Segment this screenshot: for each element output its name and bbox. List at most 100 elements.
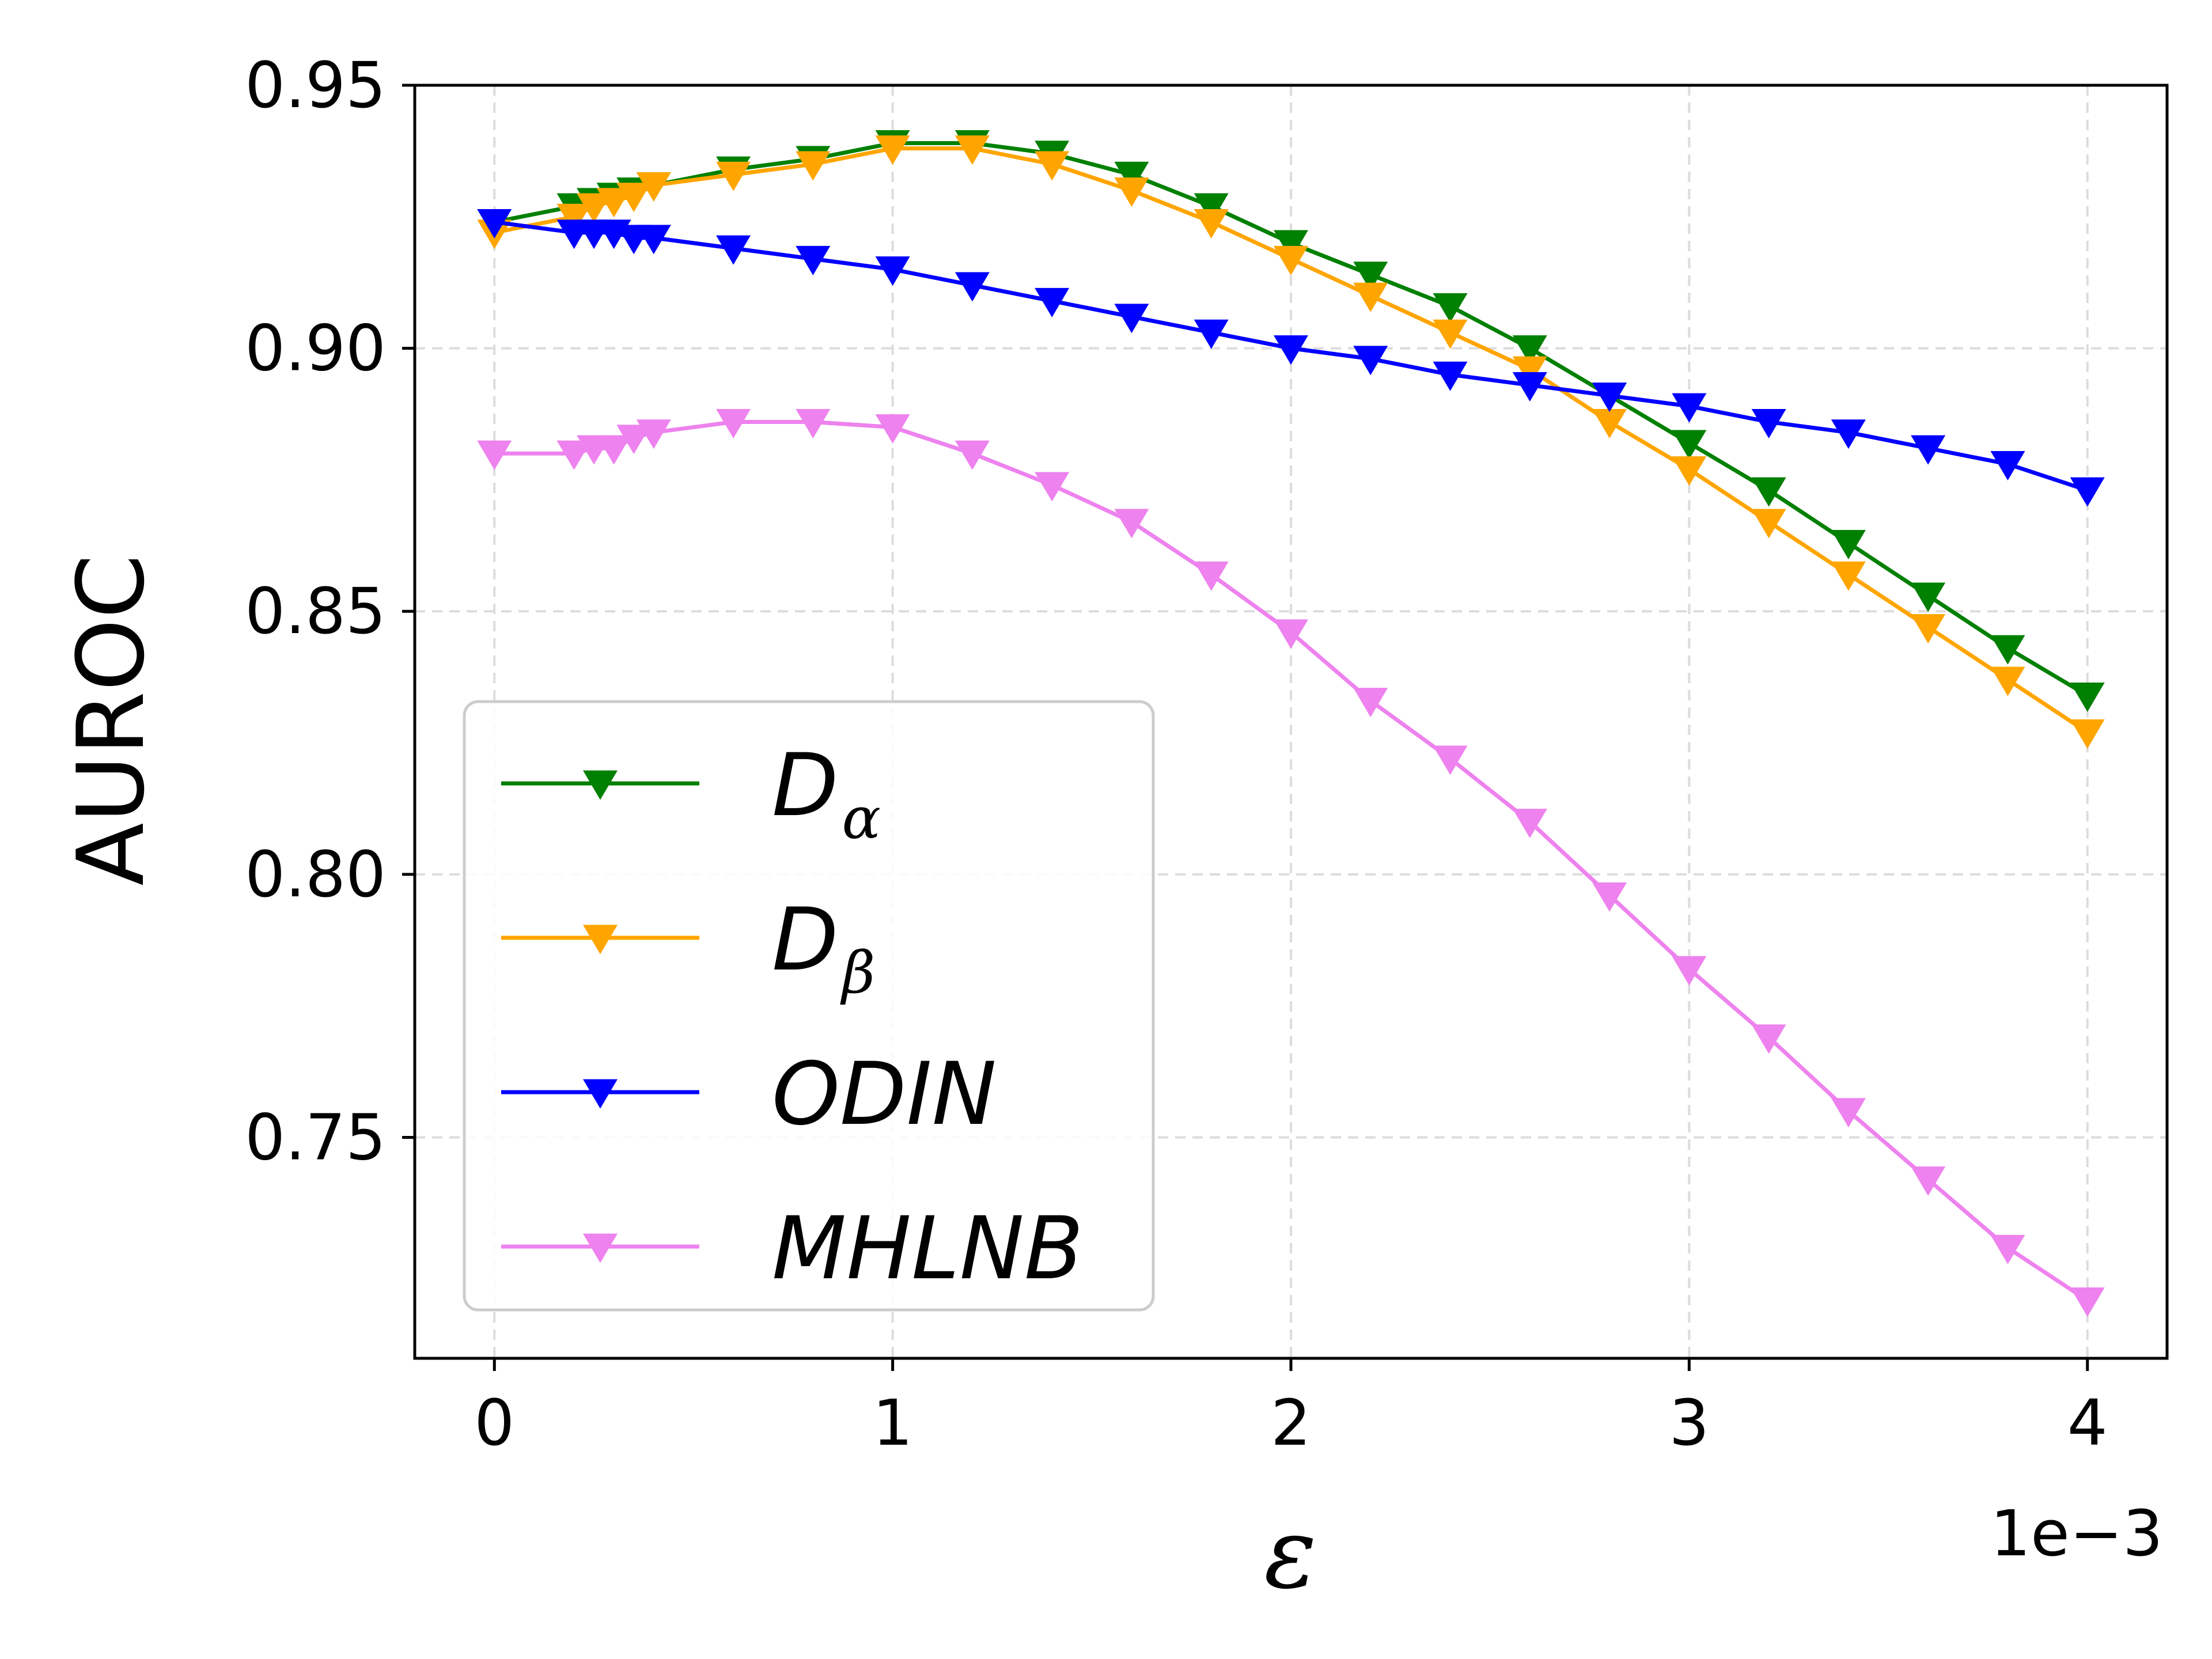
data-point bbox=[1353, 282, 1388, 312]
data-point bbox=[2070, 719, 2105, 749]
data-point bbox=[1353, 346, 1388, 376]
data-point bbox=[716, 408, 751, 438]
data-point bbox=[616, 183, 652, 213]
data-point bbox=[796, 408, 831, 438]
legend-entry: MHLNB bbox=[501, 1199, 1084, 1299]
data-point bbox=[875, 135, 910, 165]
x-tick-label: 1 bbox=[873, 1386, 913, 1460]
legend-subscript: β bbox=[840, 939, 876, 1006]
data-point bbox=[1831, 561, 1866, 591]
data-point bbox=[1751, 408, 1786, 438]
data-point bbox=[2070, 1287, 2105, 1317]
data-point bbox=[1512, 356, 1547, 386]
data-point bbox=[1990, 451, 2025, 481]
data-point bbox=[636, 172, 671, 202]
legend-box bbox=[463, 700, 1155, 1312]
data-point bbox=[955, 272, 990, 302]
data-point bbox=[955, 440, 990, 470]
data-point bbox=[1751, 509, 1786, 539]
data-point bbox=[477, 440, 512, 470]
data-point bbox=[875, 256, 910, 286]
data-point bbox=[2070, 477, 2105, 507]
data-point bbox=[1114, 509, 1149, 539]
legend-subscript: α bbox=[842, 785, 881, 852]
data-point bbox=[616, 425, 652, 454]
data-point bbox=[477, 209, 512, 238]
data-point bbox=[1672, 393, 1707, 423]
data-point bbox=[1194, 561, 1229, 591]
data-point bbox=[556, 440, 592, 470]
data-point bbox=[1433, 293, 1468, 323]
series-3 bbox=[477, 408, 2105, 1317]
data-point bbox=[1990, 635, 2025, 665]
data-point bbox=[716, 235, 751, 265]
data-point bbox=[1353, 687, 1388, 717]
data-point bbox=[1751, 1024, 1786, 1054]
data-point bbox=[1194, 209, 1229, 238]
y-tick-label: 0.80 bbox=[245, 838, 386, 911]
x-axis-label: ε bbox=[1264, 1497, 1316, 1611]
data-point bbox=[1035, 472, 1070, 502]
legend-entry: ODIN bbox=[501, 1044, 997, 1145]
data-point bbox=[1911, 435, 1946, 465]
data-point bbox=[1035, 287, 1070, 317]
data-point bbox=[556, 203, 592, 233]
data-point bbox=[1512, 372, 1547, 402]
data-point bbox=[1672, 430, 1707, 460]
data-point bbox=[1512, 335, 1547, 365]
data-point bbox=[1114, 304, 1149, 334]
data-point bbox=[1831, 419, 1866, 449]
data-point bbox=[2070, 682, 2105, 712]
data-point bbox=[1831, 1098, 1866, 1128]
data-point bbox=[1911, 1166, 1946, 1196]
data-point bbox=[1751, 477, 1786, 507]
data-point bbox=[1274, 230, 1308, 260]
data-point bbox=[1592, 382, 1627, 412]
data-point bbox=[1433, 745, 1468, 775]
legend-marker bbox=[583, 770, 618, 800]
data-point bbox=[1592, 882, 1627, 912]
data-point bbox=[875, 414, 910, 444]
data-point bbox=[636, 225, 671, 255]
data-point bbox=[1672, 456, 1707, 486]
data-point bbox=[1433, 319, 1468, 349]
x-tick-label: 0 bbox=[474, 1386, 514, 1460]
data-point bbox=[1194, 193, 1229, 223]
data-point bbox=[1114, 161, 1149, 191]
x-tick-label: 4 bbox=[2067, 1386, 2108, 1460]
data-point bbox=[1274, 245, 1308, 275]
data-point bbox=[1911, 582, 1946, 612]
data-point bbox=[1831, 530, 1866, 560]
data-point bbox=[1990, 666, 2025, 696]
y-tick-label: 0.75 bbox=[245, 1100, 386, 1174]
series-layer bbox=[477, 130, 2105, 1317]
data-point bbox=[1592, 408, 1627, 438]
series-1 bbox=[477, 135, 2105, 749]
legend-label: MHLNB bbox=[772, 1199, 1084, 1299]
data-point bbox=[796, 151, 831, 181]
data-point bbox=[577, 193, 612, 223]
y-tick-label: 0.85 bbox=[245, 574, 386, 648]
tick-layer: 0 1 2 3 4 0.75 0.80 0.85 0.90 0.95 bbox=[245, 48, 2108, 1460]
data-point bbox=[636, 419, 671, 449]
data-point bbox=[1353, 262, 1388, 291]
data-point bbox=[796, 245, 831, 275]
data-point bbox=[1433, 361, 1468, 391]
data-point bbox=[596, 435, 631, 465]
x-tick-label: 2 bbox=[1271, 1386, 1311, 1460]
legend-marker bbox=[583, 1233, 618, 1263]
y-tick-label: 0.90 bbox=[245, 312, 386, 385]
data-point bbox=[716, 161, 751, 191]
data-point bbox=[1274, 619, 1308, 649]
data-point bbox=[955, 135, 990, 165]
data-point bbox=[1512, 809, 1547, 839]
data-point bbox=[1911, 614, 1946, 644]
data-point bbox=[1274, 335, 1308, 365]
series-2 bbox=[477, 209, 2105, 507]
y-tick-label: 0.95 bbox=[245, 48, 386, 122]
legend-marker bbox=[583, 1079, 618, 1109]
data-point bbox=[596, 188, 631, 218]
data-point bbox=[1672, 956, 1707, 986]
